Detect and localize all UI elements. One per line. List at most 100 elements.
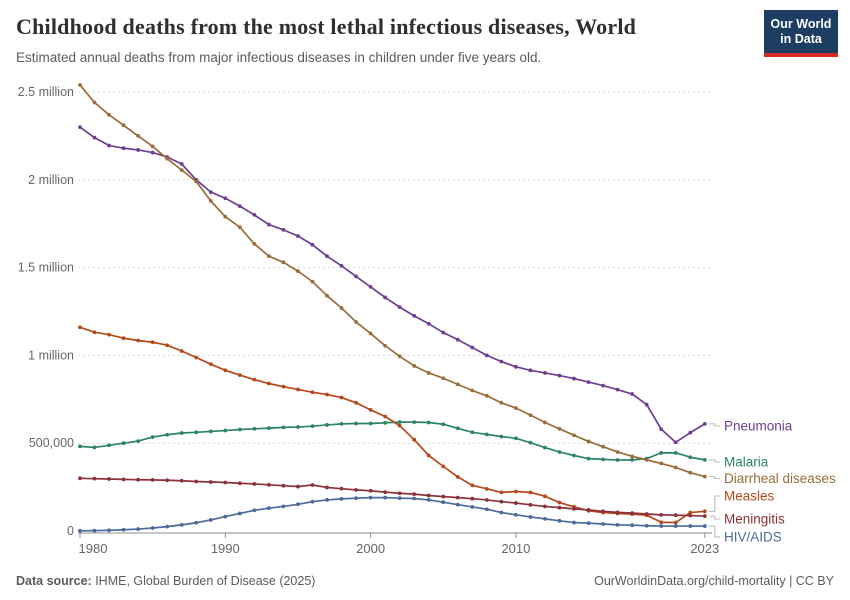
y-axis-tick-label: 1 million	[28, 348, 74, 362]
series-point-hiv-aids	[383, 495, 388, 500]
series-point-meningitis	[310, 483, 315, 487]
series-point-pneumonia	[339, 263, 344, 268]
attribution-note: OurWorldinData.org/child-mortality | CC …	[594, 574, 834, 588]
series-point-measles	[78, 325, 82, 330]
series-point-measles	[412, 437, 417, 442]
series-point-meningitis	[455, 495, 460, 500]
x-axis-tick-label: 2023	[690, 541, 719, 556]
series-point-pneumonia	[412, 313, 417, 318]
series-point-hiv-aids	[615, 522, 620, 527]
legend-label-meningitis[interactable]: Meningitis	[724, 512, 785, 527]
series-point-meningitis	[659, 512, 664, 517]
series-point-malaria	[412, 420, 417, 425]
series-point-diarrheal-diseases	[601, 444, 605, 449]
series-point-hiv-aids	[543, 516, 547, 521]
series-point-measles	[528, 490, 533, 495]
series-line-pneumonia[interactable]	[79, 126, 706, 444]
series-point-malaria	[310, 424, 315, 429]
series-point-meningitis	[586, 508, 591, 512]
series-point-meningitis	[484, 498, 489, 502]
series-point-malaria	[659, 450, 664, 455]
series-point-meningitis	[136, 477, 141, 482]
series-point-hiv-aids	[237, 511, 242, 516]
series-point-hiv-aids	[208, 518, 213, 522]
series-point-malaria	[586, 456, 591, 461]
series-point-diarrheal-diseases	[354, 320, 358, 324]
series-point-pneumonia	[78, 125, 82, 130]
series-point-diarrheal-diseases	[223, 214, 228, 219]
series-point-pneumonia	[296, 234, 300, 238]
series-point-diarrheal-diseases	[659, 461, 664, 466]
series-point-malaria	[601, 457, 605, 462]
series-point-malaria	[339, 421, 344, 426]
series-point-malaria	[223, 428, 228, 433]
series-point-hiv-aids	[92, 528, 97, 533]
series-line-meningitis[interactable]	[79, 477, 705, 517]
series-point-diarrheal-diseases	[339, 306, 344, 310]
series-point-diarrheal-diseases	[484, 393, 489, 398]
series-point-measles	[194, 355, 199, 360]
series-point-hiv-aids	[572, 520, 576, 525]
series-point-meningitis	[514, 501, 518, 505]
series-point-diarrheal-diseases	[426, 371, 431, 375]
legend-label-diarrheal-diseases[interactable]: Diarrheal diseases	[724, 471, 836, 486]
legend-label-malaria[interactable]: Malaria	[724, 455, 769, 470]
series-point-malaria	[266, 426, 271, 430]
series-point-hiv-aids	[252, 508, 257, 513]
series-point-diarrheal-diseases	[644, 457, 649, 462]
series-point-malaria	[237, 427, 242, 432]
series-point-measles	[514, 489, 518, 494]
series-point-meningitis	[78, 476, 82, 481]
legend-label-hiv-aids[interactable]: HIV/AIDS	[724, 530, 782, 545]
series-point-diarrheal-diseases	[368, 331, 373, 336]
series-point-hiv-aids	[702, 524, 707, 528]
legend-label-measles[interactable]: Measles	[724, 489, 775, 504]
series-line-malaria[interactable]	[79, 421, 705, 461]
series-point-hiv-aids	[601, 522, 605, 526]
series-point-hiv-aids	[223, 514, 228, 519]
series-point-pneumonia	[150, 150, 155, 155]
page-title: Childhood deaths from the most lethal in…	[16, 14, 637, 39]
series-point-hiv-aids	[644, 523, 649, 528]
series-point-measles	[688, 510, 693, 515]
series-point-pneumonia	[252, 213, 257, 217]
legend-label-pneumonia[interactable]: Pneumonia	[724, 419, 793, 434]
series-point-measles	[543, 494, 547, 499]
series-point-measles	[296, 387, 300, 392]
series-point-measles	[702, 509, 707, 514]
series-point-diarrheal-diseases	[150, 144, 155, 149]
series-point-meningitis	[528, 502, 533, 507]
series-line-diarrheal-diseases[interactable]	[79, 84, 706, 478]
series-point-measles	[150, 340, 155, 345]
series-point-measles	[426, 453, 431, 458]
series-point-malaria	[121, 441, 126, 446]
series-line-hiv-aids[interactable]	[79, 496, 705, 532]
series-point-pneumonia	[281, 227, 286, 232]
series-point-diarrheal-diseases	[557, 426, 562, 431]
series-point-hiv-aids	[339, 496, 344, 501]
series-point-diarrheal-diseases	[281, 260, 286, 265]
series-point-measles	[339, 395, 344, 400]
series-point-measles	[659, 520, 664, 525]
series-point-pneumonia	[543, 371, 547, 375]
series-point-measles	[325, 392, 329, 397]
series-point-hiv-aids	[325, 498, 329, 502]
series-point-measles	[107, 332, 111, 337]
series-line-measles[interactable]	[79, 326, 705, 524]
series-point-pneumonia	[179, 162, 184, 166]
series-point-meningitis	[208, 480, 213, 484]
series-point-measles	[368, 407, 373, 412]
x-axis-tick-label: 1990	[211, 541, 240, 556]
series-point-pneumonia	[325, 254, 329, 259]
series-point-malaria	[78, 444, 82, 449]
series-point-pneumonia	[383, 295, 388, 300]
series-point-malaria	[557, 450, 562, 454]
series-point-hiv-aids	[165, 524, 170, 529]
series-point-malaria	[296, 425, 300, 429]
series-point-diarrheal-diseases	[310, 279, 315, 284]
series-point-malaria	[673, 450, 678, 455]
series-point-malaria	[484, 432, 489, 437]
series-point-meningitis	[325, 485, 329, 490]
